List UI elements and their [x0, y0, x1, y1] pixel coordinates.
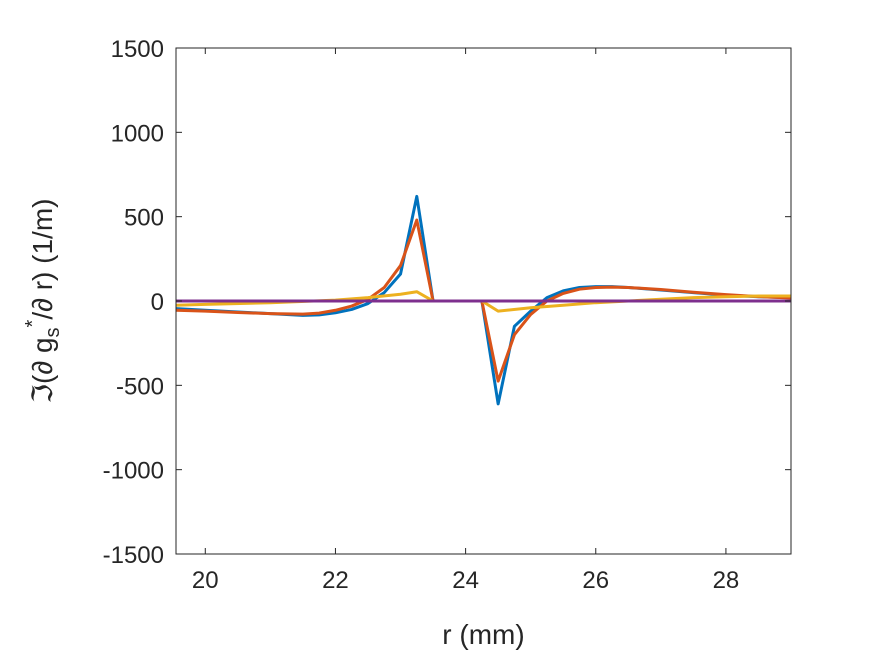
x-tick-label-26: 26: [582, 567, 609, 594]
x-tick-label-24: 24: [452, 567, 479, 594]
x-tick-label-20: 20: [192, 567, 219, 594]
y-axis-label-sup: *: [22, 319, 44, 327]
x-tick-label-28: 28: [713, 567, 740, 594]
y-axis-label-suffix: /∂ r) (1/m): [27, 199, 58, 320]
series-layer: [175, 194, 792, 406]
y-axis-label-prefix: ℑ(∂ g: [27, 337, 58, 403]
y-tick-label-0: 0: [151, 289, 164, 316]
y-tick-label-500: 500: [124, 205, 164, 232]
y-tick-label-1000: 1000: [111, 120, 164, 147]
series-line-2: [175, 218, 792, 383]
x-tick-label-22: 22: [322, 567, 349, 594]
y-tick-label--1000: -1000: [103, 458, 164, 485]
x-axis-label: r (mm): [442, 619, 524, 650]
y-axis-label: ℑ(∂ gs*/∂ r) (1/m): [22, 199, 64, 404]
y-tick-label--1500: -1500: [103, 542, 164, 569]
y-axis-label-sub: s: [42, 327, 64, 337]
y-tick-label--500: -500: [116, 373, 164, 400]
ticks-layer: 20 22 24 26 28 -1500 -1000 -500 0 500 1000 1500: [103, 36, 791, 594]
y-tick-label-1500: 1500: [111, 36, 164, 63]
